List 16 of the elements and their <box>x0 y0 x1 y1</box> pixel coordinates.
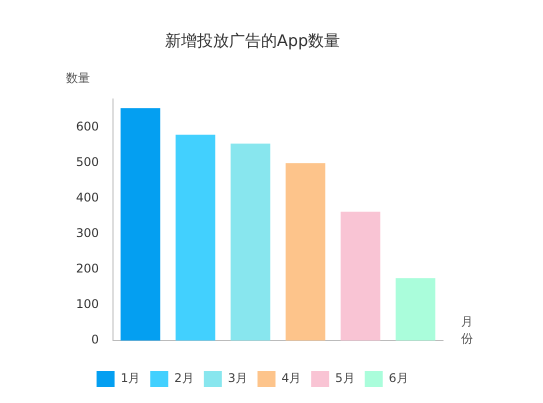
legend-label: 2月 <box>174 371 194 386</box>
y-tick-label: 200 <box>76 262 99 276</box>
y-tick-label: 300 <box>76 226 99 240</box>
legend-label: 5月 <box>335 371 355 386</box>
chart-title: 新增投放广告的App数量 <box>164 30 340 50</box>
y-tick-label: 500 <box>76 155 99 170</box>
y-tick-label: 600 <box>76 120 99 134</box>
legend-label: 4月 <box>282 371 302 386</box>
y-tick-label: 100 <box>76 297 99 312</box>
y-tick-label: 0 <box>91 332 99 347</box>
legend-label: 6月 <box>388 371 408 386</box>
y-tick-label: 400 <box>76 190 99 205</box>
y-axis-title: 数量 <box>66 71 90 86</box>
x-axis-title: 月份 <box>461 314 473 346</box>
legend-label: 1月 <box>120 371 140 386</box>
legend-label: 3月 <box>228 371 248 386</box>
